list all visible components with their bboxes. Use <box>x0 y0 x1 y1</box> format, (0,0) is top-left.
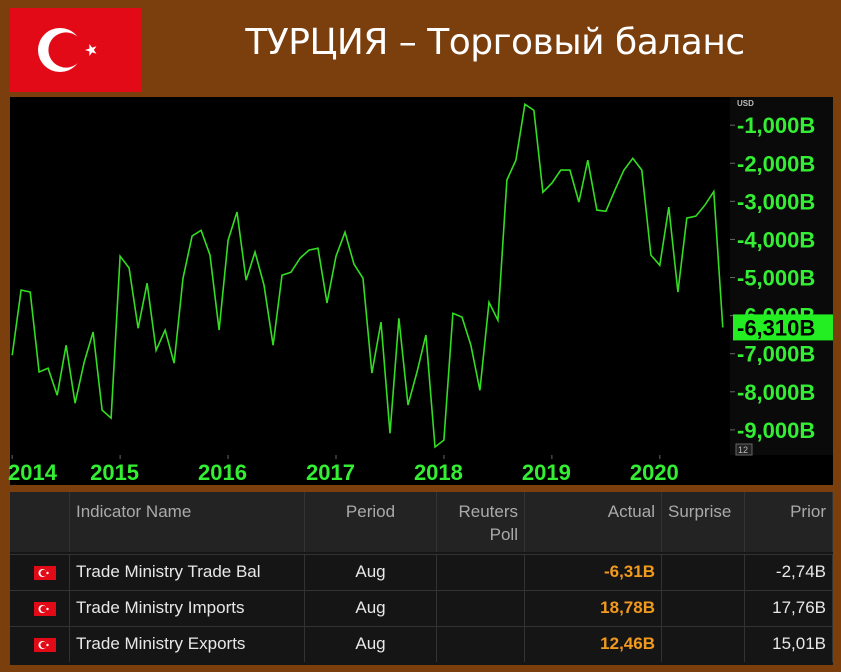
table-row: Trade Ministry Trade Bal Aug -6,31B -2,74B <box>10 554 833 590</box>
x-tick-label: 2016 <box>198 460 247 485</box>
cell-period: Aug <box>305 554 437 590</box>
cell-prior: 15,01B <box>745 626 833 662</box>
cell-empty <box>662 554 745 590</box>
y-tick-label: -3,000B <box>737 189 815 214</box>
column-header: Actual <box>525 492 662 552</box>
cell-name: Trade Ministry Imports <box>70 590 305 626</box>
cell-actual: 18,78B <box>525 590 662 626</box>
row-flag <box>34 637 56 652</box>
value-label: -6,310B <box>737 315 815 340</box>
header-spacer <box>10 492 70 552</box>
cell-empty <box>662 590 745 626</box>
flag-cell <box>10 590 70 626</box>
y-tick-label: -7,000B <box>737 342 815 367</box>
value-tag <box>733 314 833 341</box>
x-tick-label: 2015 <box>90 460 139 485</box>
cell-name: Trade Ministry Exports <box>70 626 305 662</box>
cell-actual: -6,31B <box>525 554 662 590</box>
line-series <box>11 102 724 449</box>
cell-prior: 17,76B <box>745 590 833 626</box>
column-header: Period <box>305 492 437 552</box>
row-flag <box>34 565 56 580</box>
column-header: Indicator Name <box>70 492 305 552</box>
x-tick-label: 2018 <box>414 460 463 485</box>
y-tick-label: -8,000B <box>737 380 815 405</box>
cell-empty <box>662 626 745 662</box>
x-tick-label: 2014 <box>8 460 58 485</box>
header: ТУРЦИЯ – Торговый баланс <box>0 0 841 95</box>
x-tick-label: 2020 <box>630 460 679 485</box>
corner-badge: 12 <box>738 445 748 455</box>
x-tick-label: 2019 <box>522 460 571 485</box>
y-tick-label: -2,000B <box>737 151 815 176</box>
table-header: Indicator Name Period Reuters Poll Actual Su… <box>10 492 833 552</box>
column-header: Reuters Poll <box>437 492 525 552</box>
cell-period: Aug <box>305 590 437 626</box>
column-header: Prior <box>745 492 833 552</box>
badge-box <box>735 443 753 456</box>
table-row: Trade Ministry Imports Aug 18,78B 17,76B <box>10 590 833 626</box>
cell-empty <box>437 554 525 590</box>
cell-period: Aug <box>305 626 437 662</box>
table: Indicator Name Period Reuters Poll Actual Su… <box>10 492 833 665</box>
y-tick-label: -1,000B <box>737 113 815 138</box>
chart-background <box>10 97 833 485</box>
cell-actual: 12,46B <box>525 626 662 662</box>
chart: -1,000B-2,000B-3,000B-4,000B-5,000B-6,00… <box>8 97 833 485</box>
y-tick-label: -9,000B <box>737 418 815 443</box>
flag <box>10 8 142 92</box>
title: ТУРЦИЯ – Торговый баланс <box>245 22 745 63</box>
y-tick-label: -4,000B <box>737 227 815 252</box>
row-flag <box>34 601 56 616</box>
x-tick-label: 2017 <box>306 460 355 485</box>
column-header: Surprise <box>662 492 745 552</box>
y-unit: USD <box>737 99 754 108</box>
cell-empty <box>437 590 525 626</box>
y-axis-panel <box>730 97 833 455</box>
flag-cell <box>10 626 70 662</box>
cell-prior: -2,74B <box>745 554 833 590</box>
flag-cell <box>10 554 70 590</box>
cell-empty <box>437 626 525 662</box>
y-tick-label: -5,000B <box>737 266 815 291</box>
cell-name: Trade Ministry Trade Bal <box>70 554 305 590</box>
table-row: Trade Ministry Exports Aug 12,46B 15,01B <box>10 626 833 662</box>
